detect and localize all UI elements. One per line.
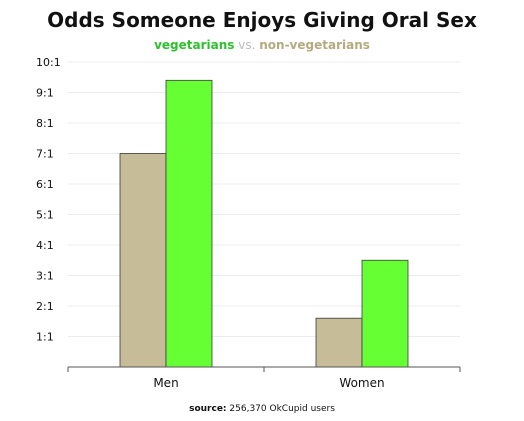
legend-separator: vs. <box>238 38 256 52</box>
y-tick-label: 6:1 <box>36 178 54 191</box>
y-tick-label: 7:1 <box>36 148 54 161</box>
x-tick-label: Women <box>339 376 384 390</box>
y-tick-label: 4:1 <box>36 239 54 252</box>
chart-source: source: 256,370 OkCupid users <box>0 404 524 414</box>
y-tick-label: 10:1 <box>36 56 61 69</box>
bar-vegetarians-women <box>361 259 409 368</box>
legend-non-vegetarians: non-vegetarians <box>259 38 370 52</box>
y-tick-label: 9:1 <box>36 87 54 100</box>
y-tick-label: 8:1 <box>36 117 54 130</box>
y-tick-label: 2:1 <box>36 300 54 313</box>
y-tick-label: 1:1 <box>36 331 54 344</box>
source-text: 256,370 OkCupid users <box>229 404 335 414</box>
axes: 1:1 2:1 3:1 4:1 5:1 6:1 7:1 8:1 9:1 10:1 Men Women <box>36 56 461 390</box>
x-tick-label: Men <box>153 376 178 390</box>
bars <box>119 79 409 368</box>
chart-title: Odds Someone Enjoys Giving Oral Sex <box>47 8 477 32</box>
y-tick-label: 5:1 <box>36 209 54 222</box>
bar-non-vegetarians-men <box>119 153 167 368</box>
bar-vegetarians-men <box>165 79 213 368</box>
chart-subtitle: vegetarians vs. non-vegetarians <box>0 38 524 52</box>
y-tick-label: 3:1 <box>36 270 54 283</box>
legend-vegetarians: vegetarians <box>154 38 235 52</box>
bar-non-vegetarians-women <box>315 317 363 368</box>
source-label: source: <box>189 404 227 414</box>
